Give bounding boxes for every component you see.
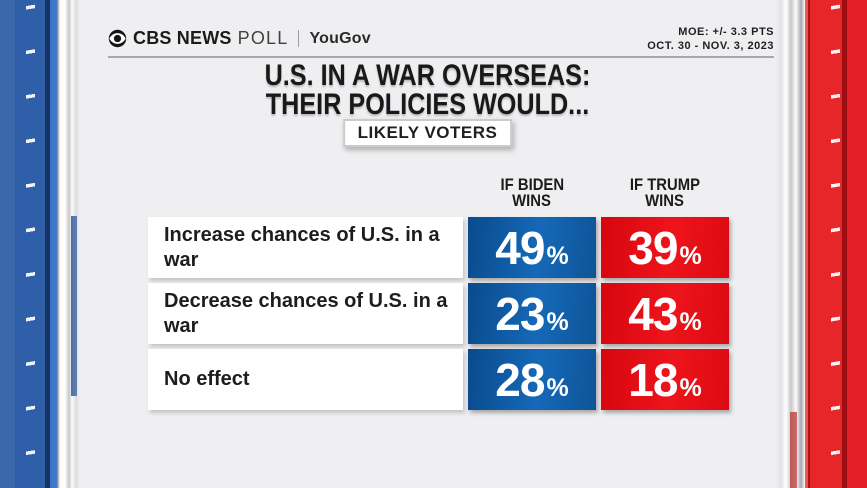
- moe-line: MOE: +/- 3.3 PTS: [678, 26, 774, 38]
- percent-sign: %: [679, 241, 702, 270]
- content-page: CBS NEWS POLL YouGov MOE: +/- 3.3 PTS OC…: [80, 0, 775, 488]
- badge-label: LIKELY VOTERS: [357, 123, 498, 142]
- right-stitch-pattern-icon: [831, 0, 840, 488]
- row-1-trump-number: 39: [628, 221, 678, 274]
- row-2-trump-number: 43: [628, 287, 678, 340]
- row-2-label: Decrease chances of U.S. in a war: [164, 289, 448, 337]
- row-1-label: Increase chances of U.S. in a war: [164, 223, 440, 271]
- brand-network: CBS NEWS: [133, 28, 232, 48]
- row-1-biden-value: 49 %: [468, 217, 596, 278]
- value-group: 18 %: [628, 357, 701, 403]
- row-2-trump-value: 43 %: [601, 283, 729, 344]
- column-header-trump: IF TRUMP WINS: [601, 174, 729, 212]
- row-1-biden-number: 49: [495, 221, 545, 274]
- brand-partner: YouGov: [309, 29, 371, 47]
- brand-divider: [298, 30, 300, 47]
- percent-sign: %: [546, 307, 569, 336]
- row-3-label: No effect: [164, 368, 250, 390]
- percent-sign: %: [679, 373, 702, 402]
- row-3-trump-value: 18 %: [601, 349, 729, 410]
- value-group: 23 %: [495, 291, 568, 337]
- right-bookmark-tab: [790, 412, 797, 488]
- left-spine-decoration: [0, 0, 57, 488]
- likely-voters-badge: LIKELY VOTERS: [342, 119, 513, 147]
- left-bookmark-tab: [71, 216, 77, 396]
- row-3-biden-number: 28: [495, 353, 545, 406]
- row-3-biden-value: 28 %: [468, 349, 596, 410]
- column-header-biden-line2: WINS: [512, 192, 552, 210]
- row-3-trump-number: 18: [628, 353, 678, 406]
- row-2-biden-value: 23 %: [468, 283, 596, 344]
- title-line-2: THEIR POLICIES WOULD...: [265, 88, 590, 121]
- page-title: U.S. IN A WAR OVERSEAS: THEIR POLICIES W…: [80, 59, 775, 121]
- table-corner-spacer: [148, 174, 463, 212]
- brand-program: POLL: [237, 28, 289, 48]
- value-group: 43 %: [628, 291, 701, 337]
- percent-sign: %: [679, 307, 702, 336]
- header-divider: [108, 56, 774, 58]
- column-header-trump-line1: IF TRUMP: [629, 176, 701, 194]
- cbs-eye-icon: [108, 29, 127, 48]
- table-row-label: No effect: [148, 349, 463, 410]
- title-line-1: U.S. IN A WAR OVERSEAS:: [264, 59, 591, 92]
- table-row-label: Increase chances of U.S. in a war: [148, 217, 463, 278]
- poll-table: IF BIDEN WINS IF TRUMP WINS Increase cha…: [148, 174, 729, 410]
- right-page-edge: [775, 0, 805, 488]
- moe-block: MOE: +/- 3.3 PTS OCT. 30 - NOV. 3, 2023: [647, 25, 774, 53]
- masthead: CBS NEWS POLL YouGov MOE: +/- 3.3 PTS OC…: [108, 25, 774, 53]
- column-header-trump-line2: WINS: [645, 192, 685, 210]
- percent-sign: %: [546, 241, 569, 270]
- row-2-biden-number: 23: [495, 287, 545, 340]
- value-group: 28 %: [495, 357, 568, 403]
- column-header-biden: IF BIDEN WINS: [468, 174, 596, 212]
- left-stitch-pattern-icon: [26, 0, 35, 488]
- value-group: 39 %: [628, 225, 701, 271]
- brand-lockup: CBS NEWS POLL YouGov: [108, 28, 371, 49]
- field-dates-line: OCT. 30 - NOV. 3, 2023: [647, 40, 774, 52]
- row-1-trump-value: 39 %: [601, 217, 729, 278]
- column-header-biden-line1: IF BIDEN: [500, 176, 564, 194]
- table-row-label: Decrease chances of U.S. in a war: [148, 283, 463, 344]
- percent-sign: %: [546, 373, 569, 402]
- right-spine-decoration: [805, 0, 867, 488]
- value-group: 49 %: [495, 225, 568, 271]
